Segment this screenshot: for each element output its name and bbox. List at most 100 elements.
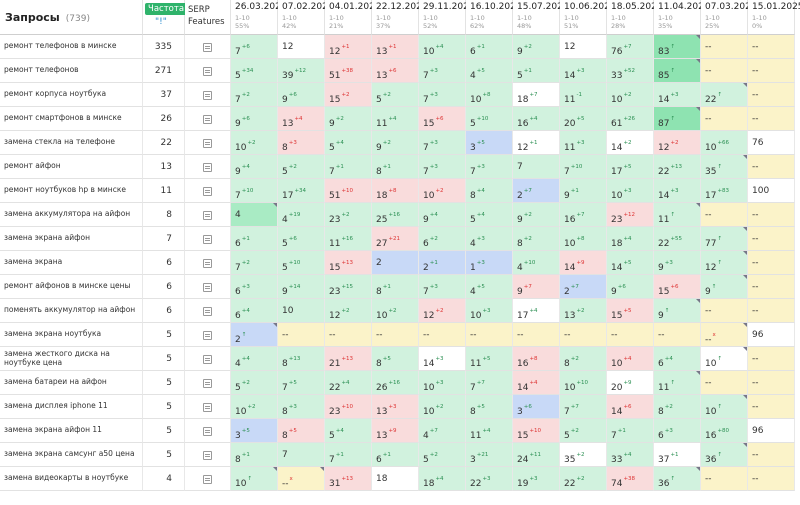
- position-cell[interactable]: 12↑: [701, 251, 748, 275]
- position-cell[interactable]: 12: [278, 35, 325, 59]
- position-cell[interactable]: 10+3: [419, 371, 466, 395]
- query-cell[interactable]: поменять аккумулятор на айфон: [0, 299, 143, 323]
- position-cell[interactable]: 9+6: [231, 107, 278, 131]
- position-cell[interactable]: 4+10: [513, 251, 560, 275]
- query-text[interactable]: замена экрана айфон 11: [4, 425, 102, 435]
- query-text[interactable]: ремонт смартфонов в минске: [4, 113, 122, 123]
- position-cell[interactable]: --: [748, 155, 795, 179]
- serp-features-icon[interactable]: [203, 91, 212, 100]
- serp-cell[interactable]: [185, 35, 231, 59]
- position-cell[interactable]: 74+38: [607, 467, 654, 491]
- position-cell[interactable]: 15+6: [654, 275, 701, 299]
- query-text[interactable]: поменять аккумулятор на айфон: [4, 305, 136, 315]
- column-header-date[interactable]: 15.07.2025 1-10 48%: [513, 0, 569, 35]
- column-header-date[interactable]: 29.11.2025 1-10 52%: [419, 0, 475, 35]
- position-cell[interactable]: 26+16: [372, 371, 419, 395]
- position-cell[interactable]: 16+7: [560, 203, 607, 227]
- position-cell[interactable]: 83↑: [654, 35, 701, 59]
- position-cell[interactable]: 15+5: [607, 299, 654, 323]
- position-cell[interactable]: 5+2: [278, 155, 325, 179]
- position-cell[interactable]: 76+7: [607, 35, 654, 59]
- serp-features-icon[interactable]: [203, 139, 212, 148]
- position-cell[interactable]: 18+4: [607, 227, 654, 251]
- query-cell[interactable]: замена экрана: [0, 251, 143, 275]
- position-cell[interactable]: 37+1: [654, 443, 701, 467]
- position-cell[interactable]: 24+11: [513, 443, 560, 467]
- position-cell[interactable]: 33+52: [607, 59, 654, 83]
- position-cell[interactable]: 12+2: [419, 299, 466, 323]
- serp-cell[interactable]: [185, 131, 231, 155]
- position-cell[interactable]: 2+1: [419, 251, 466, 275]
- serp-cell[interactable]: [185, 227, 231, 251]
- frequency-mode[interactable]: "!": [155, 17, 167, 27]
- position-cell[interactable]: 9+1: [560, 179, 607, 203]
- position-cell[interactable]: 3+6: [513, 395, 560, 419]
- position-cell[interactable]: 10+2: [231, 395, 278, 419]
- position-cell[interactable]: 7+2: [231, 83, 278, 107]
- query-cell[interactable]: ремонт смартфонов в минске: [0, 107, 143, 131]
- position-cell[interactable]: 7+10: [231, 179, 278, 203]
- position-cell[interactable]: 11+4: [372, 107, 419, 131]
- position-cell[interactable]: --x: [278, 467, 325, 491]
- column-header-query[interactable]: Запросы (739): [0, 0, 143, 35]
- position-cell[interactable]: 22+4: [325, 371, 372, 395]
- serp-features-icon[interactable]: [203, 355, 212, 364]
- position-cell[interactable]: 10+2: [372, 299, 419, 323]
- position-cell[interactable]: 2: [372, 251, 419, 275]
- query-cell[interactable]: замена экрана айфон: [0, 227, 143, 251]
- serp-cell[interactable]: [185, 83, 231, 107]
- position-cell[interactable]: --: [701, 203, 748, 227]
- position-cell[interactable]: --: [372, 323, 419, 347]
- position-cell[interactable]: 12+1: [513, 131, 560, 155]
- column-header-date[interactable]: 11.04.2025 1-10 35%: [654, 0, 710, 35]
- position-cell[interactable]: 10+8: [466, 83, 513, 107]
- position-cell[interactable]: 14+6: [607, 395, 654, 419]
- position-cell[interactable]: --: [748, 227, 795, 251]
- serp-features-icon[interactable]: [203, 475, 212, 484]
- position-cell[interactable]: 8+2: [654, 395, 701, 419]
- position-cell[interactable]: --: [701, 371, 748, 395]
- query-cell[interactable]: ремонт айфонов в минске цены: [0, 275, 143, 299]
- position-cell[interactable]: 10+4: [419, 35, 466, 59]
- query-text[interactable]: замена экрана: [4, 257, 63, 267]
- query-cell[interactable]: ремонт телефонов в минске: [0, 35, 143, 59]
- position-cell[interactable]: 7+6: [231, 35, 278, 59]
- position-cell[interactable]: 7+3: [419, 155, 466, 179]
- position-cell[interactable]: 2↑: [231, 323, 278, 347]
- serp-features-icon[interactable]: [203, 187, 212, 196]
- column-header-date[interactable]: 07.03.2025 1-10 25%: [701, 0, 757, 35]
- position-cell[interactable]: 17+83: [701, 179, 748, 203]
- position-cell[interactable]: --: [278, 323, 325, 347]
- position-cell[interactable]: 18+4: [419, 467, 466, 491]
- query-cell[interactable]: замена аккумулятора на айфон: [0, 203, 143, 227]
- query-text[interactable]: замена батареи на айфон: [4, 377, 107, 387]
- serp-features-icon[interactable]: [203, 43, 212, 52]
- position-cell[interactable]: 76: [748, 131, 795, 155]
- position-cell[interactable]: 8+3: [278, 131, 325, 155]
- position-cell[interactable]: 22+2: [560, 467, 607, 491]
- position-cell[interactable]: 7+7: [466, 371, 513, 395]
- position-cell[interactable]: 87↑: [654, 107, 701, 131]
- position-cell[interactable]: 16+4: [513, 107, 560, 131]
- position-cell[interactable]: 10+2: [419, 395, 466, 419]
- position-cell[interactable]: 8+2: [513, 227, 560, 251]
- position-cell[interactable]: 15+6: [419, 107, 466, 131]
- position-cell[interactable]: 4+4: [231, 347, 278, 371]
- position-cell[interactable]: 21+13: [325, 347, 372, 371]
- position-cell[interactable]: 8+13: [278, 347, 325, 371]
- query-text[interactable]: ремонт телефонов: [4, 65, 79, 75]
- position-cell[interactable]: 5+2: [560, 419, 607, 443]
- position-cell[interactable]: 10+2: [419, 179, 466, 203]
- position-cell[interactable]: 8+4: [466, 179, 513, 203]
- position-cell[interactable]: --x: [701, 323, 748, 347]
- position-cell[interactable]: 12+2: [654, 131, 701, 155]
- position-cell[interactable]: 13+3: [372, 395, 419, 419]
- position-cell[interactable]: 5+4: [325, 419, 372, 443]
- position-cell[interactable]: 5+6: [278, 227, 325, 251]
- position-cell[interactable]: --: [748, 347, 795, 371]
- position-cell[interactable]: 14+3: [419, 347, 466, 371]
- position-cell[interactable]: 5+4: [466, 203, 513, 227]
- position-cell[interactable]: 10↑: [231, 467, 278, 491]
- serp-cell[interactable]: [185, 251, 231, 275]
- query-cell[interactable]: ремонт телефонов: [0, 59, 143, 83]
